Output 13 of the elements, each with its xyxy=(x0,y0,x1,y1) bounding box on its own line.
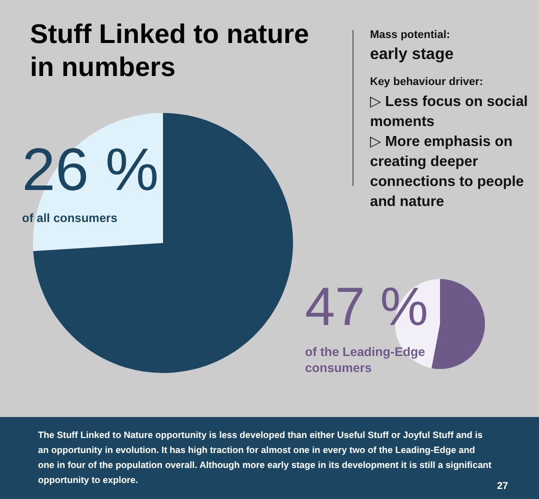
text: ▷ Less focus on social moments xyxy=(370,93,529,132)
text: 27 xyxy=(497,481,509,492)
pie-slice xyxy=(432,279,485,369)
data-label: 47 % xyxy=(305,277,428,337)
text: ▷ More emphasis on creating deeper connections to people and nature xyxy=(370,133,525,212)
text: of the Leading-Edge consumers xyxy=(305,344,426,376)
data-label: 26 % xyxy=(22,136,159,203)
text: The Stuff Linked to Nature opportunity is less developed than either Useful Stuff or Joyful Stuff and is an opportunity in evolution. It has high traction for almost one in every two of the Leading-Edge and one in four of the population overall. Although more early stage in its development it is still a significant opportunity to explore. xyxy=(38,429,492,487)
text: Mass potential: xyxy=(370,28,452,43)
text: early stage xyxy=(370,45,455,65)
text: of all consumers xyxy=(22,210,118,226)
text: Key behaviour driver: xyxy=(370,75,484,90)
chart-title: Stuff Linked to nature in numbers xyxy=(30,18,310,84)
